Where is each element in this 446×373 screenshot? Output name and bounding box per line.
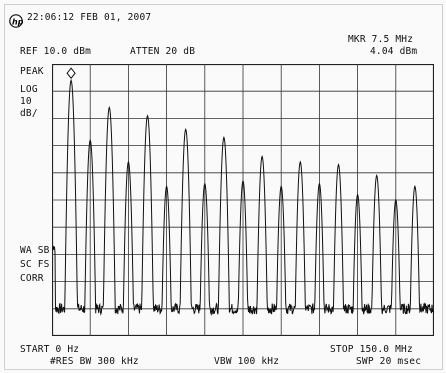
start-frequency: START 0 Hz xyxy=(20,344,80,355)
attenuation: ATTEN 20 dB xyxy=(130,46,196,57)
scale-value: 10 xyxy=(20,96,32,107)
spectrum-trace xyxy=(52,78,434,316)
marker-frequency: MKR 7.5 MHz xyxy=(348,34,414,45)
trace-status-3: CORR xyxy=(20,273,44,284)
marker xyxy=(66,67,76,80)
video-bandwidth: VBW 100 kHz xyxy=(214,356,280,367)
resolution-bandwidth: #RES BW 300 kHz xyxy=(50,356,139,367)
spectrum-trace-area xyxy=(52,64,434,336)
trace-status-2: SC FS xyxy=(20,259,50,270)
detector-mode: PEAK xyxy=(20,66,44,77)
trace-line xyxy=(52,78,434,316)
reference-level: REF 10.0 dBm xyxy=(20,46,92,57)
display-frame xyxy=(4,4,443,370)
svg-text:hp: hp xyxy=(12,18,23,27)
stop-frequency: STOP 150.0 MHz xyxy=(330,344,413,355)
marker-diamond-icon xyxy=(66,67,76,80)
graticule-grid xyxy=(52,64,434,336)
hp-logo-icon: hp xyxy=(9,14,23,28)
trace-status-1: WA SB xyxy=(20,245,50,256)
scale-unit: dB/ xyxy=(20,108,38,119)
sweep-time: SWP 20 msec xyxy=(356,356,422,367)
marker-level: 4.04 dBm xyxy=(370,46,418,57)
timestamp: 22:06:12 FEB 01, 2007 xyxy=(27,12,152,23)
scale-type: LOG xyxy=(20,84,38,95)
